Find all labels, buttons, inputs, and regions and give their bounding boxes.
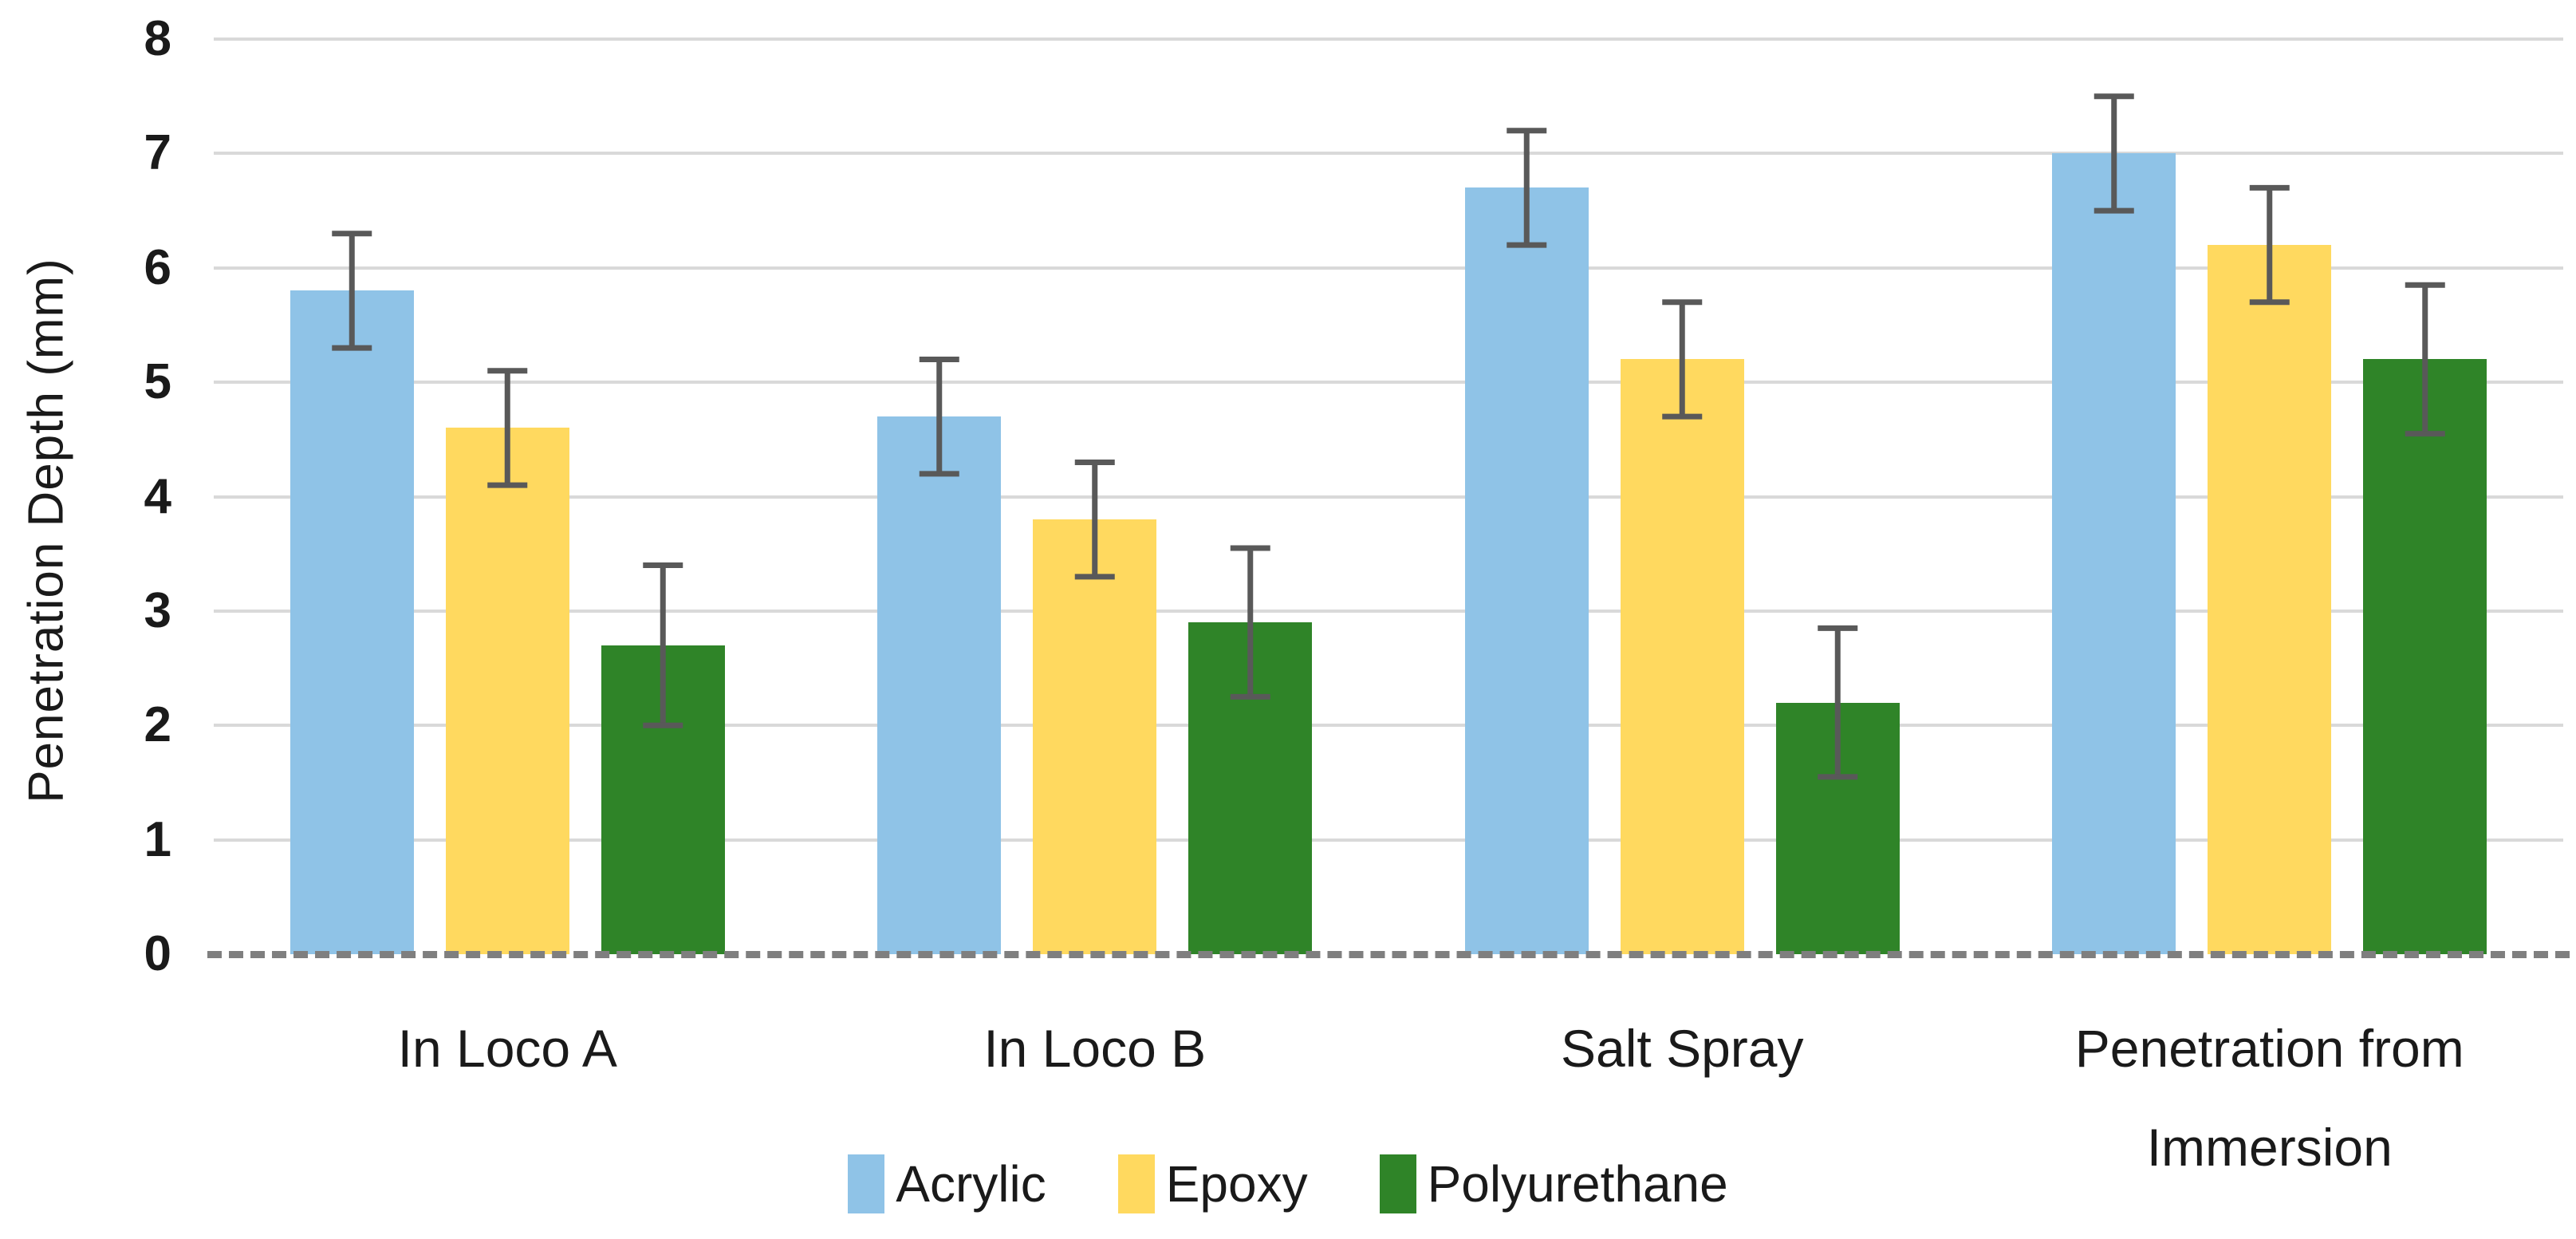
error-bar [1074, 459, 1115, 580]
error-bar [1662, 299, 1703, 420]
y-tick-label: 0 [144, 926, 171, 981]
gridline [214, 609, 2563, 613]
error-bar [1507, 128, 1547, 248]
legend-swatch-epoxy [1117, 1154, 1155, 1213]
legend-label: Polyurethane [1427, 1155, 1728, 1213]
x-axis-baseline [207, 951, 2570, 958]
bar-epoxy [2208, 245, 2332, 954]
y-tick-label: 5 [144, 354, 171, 410]
y-tick-label: 8 [144, 11, 171, 66]
gridline [214, 838, 2563, 842]
bar-epoxy [1620, 359, 1744, 954]
error-bar [332, 231, 372, 351]
error-bar [2249, 184, 2290, 306]
error-bar [1818, 625, 1858, 780]
y-tick-label: 4 [144, 468, 171, 524]
error-bar [2093, 93, 2134, 214]
y-tick-label: 1 [144, 811, 171, 867]
y-tick-label: 2 [144, 697, 171, 753]
bar-acrylic [2052, 153, 2176, 954]
plot-area [207, 37, 2570, 958]
bar-epoxy [445, 428, 569, 954]
error-bar [2405, 282, 2445, 437]
y-tick-label: 3 [144, 582, 171, 638]
bar-acrylic [1464, 187, 1589, 954]
x-axis-category-label: In Loco B [983, 1019, 1207, 1078]
error-bars-layer [332, 93, 2445, 780]
error-bar [919, 356, 959, 477]
error-bar [1230, 545, 1270, 700]
legend-item-epoxy: Epoxy [1117, 1152, 1308, 1216]
legend-swatch-acrylic [848, 1154, 885, 1213]
bar-acrylic [877, 416, 1002, 954]
gridline [214, 152, 2563, 156]
error-bar [643, 562, 683, 728]
gridline [214, 381, 2563, 385]
y-tick-label: 6 [144, 239, 171, 295]
legend-label: Epoxy [1165, 1155, 1308, 1213]
bar-epoxy [1033, 519, 1157, 954]
gridline [214, 724, 2563, 728]
x-axis-category-label: In Loco A [397, 1019, 617, 1078]
bar-polyurethane [2363, 359, 2487, 954]
legend-item-polyurethane: Polyurethane [1379, 1152, 1728, 1216]
gridline [214, 266, 2563, 270]
bar-acrylic [290, 290, 414, 954]
x-axis-category-label: Penetration from Immersion [2074, 1019, 2464, 1177]
gridline [214, 495, 2563, 499]
legend: Acrylic Epoxy Polyurethane [0, 1152, 2576, 1216]
x-axis-category-label: Salt Spray [1561, 1019, 1804, 1078]
y-tick-label: 7 [144, 125, 171, 181]
legend-swatch-polyurethane [1379, 1154, 1416, 1213]
gridline [214, 37, 2563, 41]
error-bar [487, 368, 528, 488]
legend-label: Acrylic [896, 1155, 1046, 1213]
x-axis-labels: In Loco A In Loco B Salt Spray Penetration … [214, 999, 2563, 1206]
legend-item-acrylic: Acrylic [848, 1152, 1046, 1216]
y-axis-tick-labels: 0 1 2 3 4 5 6 7 8 [0, 0, 171, 1239]
